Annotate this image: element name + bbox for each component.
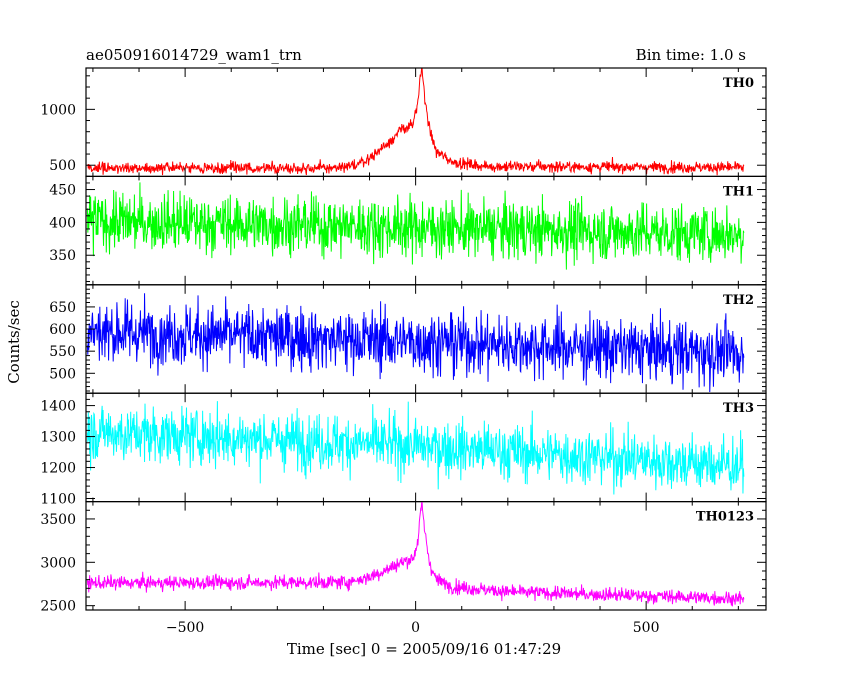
y-tick-label: 1200 (40, 461, 76, 477)
y-tick-label: 350 (49, 248, 76, 264)
panel-th3: 1100 1200 1300 1400 TH3 (40, 392, 767, 508)
x-tick-label: 500 (633, 620, 660, 636)
panel-frame (85, 67, 767, 178)
y-axis-label: Counts/sec (5, 300, 23, 384)
y-tick-label: 500 (49, 158, 76, 174)
y-tick-label: 650 (49, 300, 76, 316)
series-line-th1 (86, 182, 745, 270)
y-tick-label: 1400 (40, 399, 76, 415)
y-tick-label: 400 (49, 215, 76, 231)
bin-time-label: Bin time: 1.0 s (636, 46, 746, 64)
panel-th0: 500 1000 TH0 (40, 67, 767, 178)
panels-group: 500 1000 TH0 350 400 450 TH1 500 550 600 650 TH2 110… (40, 67, 767, 615)
y-tick-label: 550 (49, 344, 76, 360)
y-tick-label: 3000 (40, 555, 76, 571)
y-tick-label: 1300 (40, 430, 76, 446)
panel-frame (85, 501, 767, 611)
y-tick-label: 1000 (40, 102, 76, 118)
panel-th1: 350 400 450 TH1 (49, 175, 767, 286)
chart-title: ae050916014729_wam1_trn (86, 46, 302, 64)
x-tick-label: −500 (166, 620, 204, 636)
y-tick-label: 3500 (40, 512, 76, 528)
panel-label-th0123: TH0123 (696, 510, 754, 525)
y-tick-label: 600 (49, 322, 76, 338)
panel-label-th3: TH3 (723, 401, 754, 416)
panel-th0123: 2500 3000 3500 TH0123 (40, 501, 767, 615)
y-tick-label: 450 (49, 183, 76, 199)
series-line-th2 (86, 293, 745, 392)
panel-label-th2: TH2 (723, 293, 754, 308)
panel-frame (85, 284, 767, 394)
panel-th2: 500 550 600 650 TH2 (49, 284, 767, 394)
x-axis: −500 0 500 (166, 620, 660, 636)
panel-label-th0: TH0 (723, 76, 754, 91)
series-line-th0123 (86, 501, 745, 607)
panel-label-th1: TH1 (723, 184, 754, 199)
series-line-th0 (87, 67, 745, 176)
y-tick-label: 1100 (40, 492, 76, 508)
x-axis-label: Time [sec] 0 = 2005/09/16 01:47:29 (287, 640, 561, 658)
x-tick-label: 0 (411, 620, 420, 636)
y-tick-label: 500 (49, 366, 76, 382)
y-tick-label: 2500 (40, 599, 76, 615)
series-line-th3 (86, 401, 745, 495)
